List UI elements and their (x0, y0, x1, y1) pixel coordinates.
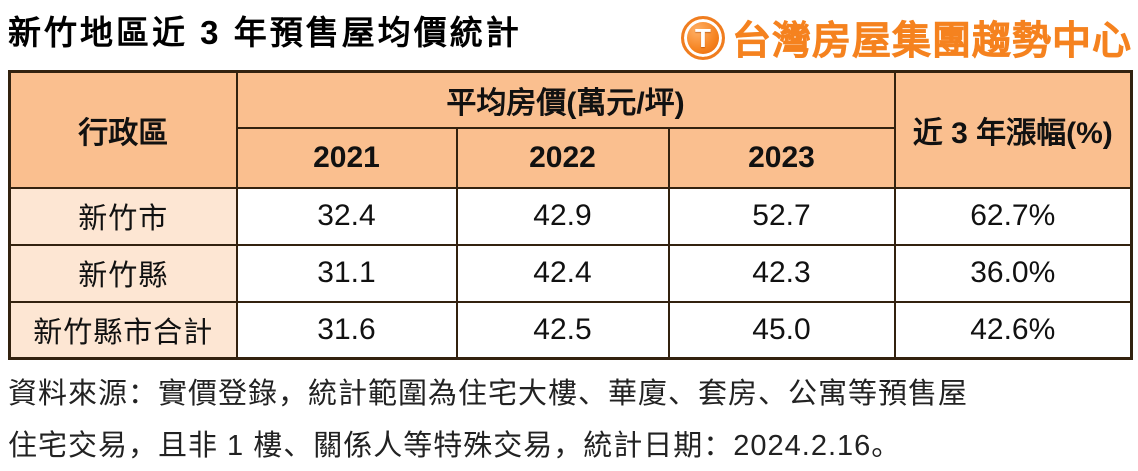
change-cell: 62.7% (893, 186, 1133, 246)
avg-price-group-header: 平均房價(萬元/坪) (235, 70, 896, 129)
region-cell: 新竹縣市合計 (8, 300, 238, 360)
year-header-2021: 2021 (235, 126, 458, 189)
table-row: 新竹縣市合計 31.6 42.5 45.0 42.6% (8, 300, 1133, 360)
table-row: 新竹縣 31.1 42.4 42.3 36.0% (8, 243, 1133, 303)
price-table: 行政區 平均房價(萬元/坪) 近 3 年漲幅(%) 2021 2022 2023… (8, 70, 1133, 360)
table-header-row-group: 行政區 平均房價(萬元/坪) 近 3 年漲幅(%) (8, 70, 1133, 189)
value-cell: 52.7 (667, 186, 896, 246)
change-cell: 42.6% (893, 300, 1133, 360)
value-cell: 42.5 (455, 300, 670, 360)
value-cell: 45.0 (667, 300, 896, 360)
logo-letter: T (695, 23, 711, 53)
value-cell: 31.6 (235, 300, 458, 360)
source-note-line2: 住宅交易，且非 1 樓、關係人等特殊交易，統計日期：2024.2.16。 (8, 430, 902, 462)
brand-name: 台灣房屋集團趨勢中心 (731, 20, 1132, 64)
top-bar: 新竹地區近 3 年預售屋均價統計 T 台灣房屋集團趨勢中心 (0, 0, 1138, 64)
region-column-header: 行政區 (8, 70, 238, 189)
source-note-line1: 資料來源：實價登錄，統計範圍為住宅大樓、華廈、套房、公寓等預售屋 (8, 378, 969, 410)
region-cell: 新竹市 (8, 186, 238, 246)
brand-logo: T 台灣房屋集團趨勢中心 (680, 10, 1132, 66)
change-column-header: 近 3 年漲幅(%) (893, 70, 1133, 189)
value-cell: 42.3 (667, 243, 896, 303)
taiwan-housing-logo-icon: T (680, 16, 725, 60)
table-row: 新竹市 32.4 42.9 52.7 62.7% (8, 186, 1133, 246)
value-cell: 42.9 (455, 186, 670, 246)
page-title: 新竹地區近 3 年預售屋均價統計 (8, 14, 522, 51)
value-cell: 31.1 (235, 243, 458, 303)
value-cell: 32.4 (235, 186, 458, 246)
year-header-2022: 2022 (455, 126, 670, 189)
table-header-row-years: 2021 2022 2023 (10, 126, 1132, 189)
change-cell: 36.0% (893, 243, 1133, 303)
source-note: 資料來源：實價登錄，統計範圍為住宅大樓、華廈、套房、公寓等預售屋 住宅交易，且非… (0, 360, 1138, 471)
value-cell: 42.4 (455, 243, 670, 303)
region-cell: 新竹縣 (8, 243, 238, 303)
year-header-2023: 2023 (667, 126, 896, 189)
